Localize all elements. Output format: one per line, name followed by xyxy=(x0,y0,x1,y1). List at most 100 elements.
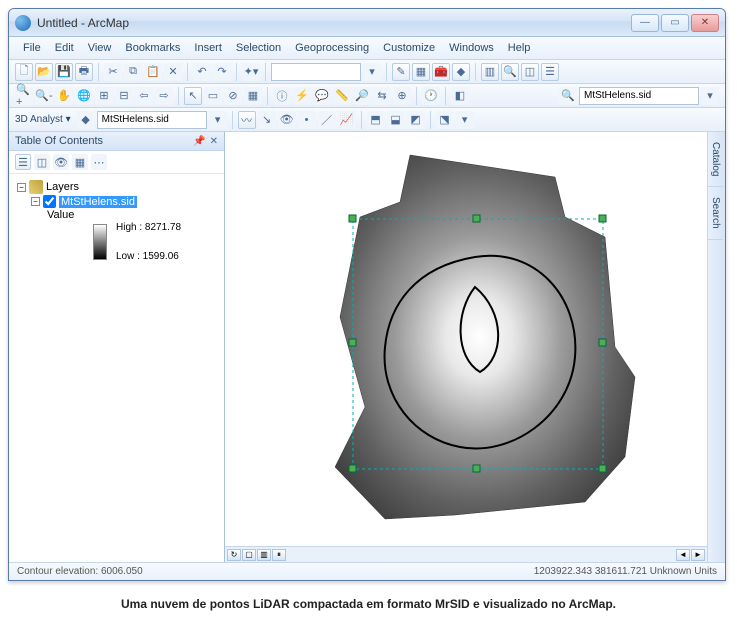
interpolate-point-icon[interactable]: • xyxy=(298,111,316,129)
search-dropdown-icon[interactable]: ▾ xyxy=(701,87,719,105)
editor-toolbar-icon[interactable]: ✎ xyxy=(392,63,410,81)
pause-draw-icon[interactable]: ⏸ xyxy=(272,549,286,561)
menu-help[interactable]: Help xyxy=(502,40,537,56)
tools-toolbar: 🔍+ 🔍- ✋ 🌐 ⊞ ⊟ ⇦ ⇨ ↖ ▭ ⊘ ▦ ⓘ ⚡ 💬 📏 🔎 ⇆ ⊕ … xyxy=(9,84,725,108)
scale-input[interactable] xyxy=(271,63,361,81)
search-tab[interactable]: Search xyxy=(708,187,723,240)
scroll-right-icon[interactable]: ► xyxy=(691,549,705,561)
undo-icon[interactable]: ↶ xyxy=(193,63,211,81)
list-by-selection-icon[interactable]: ▦ xyxy=(72,154,88,170)
catalog-window-icon[interactable]: ▥ xyxy=(481,63,499,81)
menu-view[interactable]: View xyxy=(82,40,118,56)
analyst-layer-input[interactable] xyxy=(97,111,207,129)
back-icon[interactable]: ⇦ xyxy=(135,87,153,105)
window-title: Untitled - ArcMap xyxy=(37,16,631,30)
menu-edit[interactable]: Edit xyxy=(49,40,80,56)
python-icon[interactable]: ◆ xyxy=(452,63,470,81)
zoom-out-icon[interactable]: 🔍- xyxy=(35,87,53,105)
full-extent-icon[interactable]: 🌐 xyxy=(75,87,93,105)
fixed-zoom-out-icon[interactable]: ⊟ xyxy=(115,87,133,105)
results-icon[interactable]: ☰ xyxy=(541,63,559,81)
toc-title: Table Of Contents xyxy=(15,135,103,147)
3d-tool3-icon[interactable]: ◩ xyxy=(407,111,425,129)
3d-tool4-icon[interactable]: ⬔ xyxy=(436,111,454,129)
contour-icon[interactable]: 〰 xyxy=(238,111,256,129)
close-button[interactable]: ✕ xyxy=(691,14,719,32)
html-popup-icon[interactable]: 💬 xyxy=(313,87,331,105)
clear-selection-icon[interactable]: ⊘ xyxy=(224,87,242,105)
toc-options-icon[interactable]: ⋯ xyxy=(91,154,107,170)
table-icon[interactable]: ▦ xyxy=(412,63,430,81)
find-route-icon[interactable]: ⇆ xyxy=(373,87,391,105)
search-input[interactable] xyxy=(579,87,699,105)
measure-icon[interactable]: 📏 xyxy=(333,87,351,105)
map-view[interactable]: Catalog Search ↻ ▢ ▥ ⏸ ◄ ► xyxy=(225,132,725,562)
identify-icon[interactable]: ⓘ xyxy=(273,87,291,105)
toc-close-icon[interactable]: ✕ xyxy=(210,136,218,147)
tree-layers-row[interactable]: − Layers xyxy=(17,180,216,194)
goto-xy-icon[interactable]: ⊕ xyxy=(393,87,411,105)
steepest-path-icon[interactable]: ↘ xyxy=(258,111,276,129)
toolbox-icon[interactable]: 🧰 xyxy=(432,63,450,81)
open-icon[interactable]: 📂 xyxy=(35,63,53,81)
search-icon[interactable]: 🔍 xyxy=(559,87,577,105)
scale-dropdown-icon[interactable]: ▾ xyxy=(363,63,381,81)
cut-icon[interactable]: ✂ xyxy=(104,63,122,81)
toolbar-sep xyxy=(178,87,179,105)
menu-insert[interactable]: Insert xyxy=(188,40,228,56)
layer-dropdown-icon[interactable]: ▾ xyxy=(209,111,227,129)
minimize-button[interactable]: — xyxy=(631,14,659,32)
modelbuilder-icon[interactable]: ◫ xyxy=(521,63,539,81)
pan-icon[interactable]: ✋ xyxy=(55,87,73,105)
menu-customize[interactable]: Customize xyxy=(377,40,441,56)
color-ramp xyxy=(93,224,107,260)
3d-tool1-icon[interactable]: ⬒ xyxy=(367,111,385,129)
list-by-drawing-icon[interactable]: ☰ xyxy=(15,154,31,170)
menu-windows[interactable]: Windows xyxy=(443,40,500,56)
find-icon[interactable]: 🔎 xyxy=(353,87,371,105)
add-data-icon[interactable]: ✦▾ xyxy=(242,63,260,81)
layer-checkbox[interactable] xyxy=(43,195,56,208)
maximize-button[interactable]: ▭ xyxy=(661,14,689,32)
catalog-tab[interactable]: Catalog xyxy=(708,132,723,187)
3d-analyst-label[interactable]: 3D Analyst ▾ xyxy=(15,114,71,125)
3d-tool5-icon[interactable]: ▾ xyxy=(456,111,474,129)
print-icon[interactable]: 🖶 xyxy=(75,63,93,81)
list-by-source-icon[interactable]: ◫ xyxy=(34,154,50,170)
select-by-attr-icon[interactable]: ▦ xyxy=(244,87,262,105)
select-icon[interactable]: ↖ xyxy=(184,87,202,105)
redo-icon[interactable]: ↷ xyxy=(213,63,231,81)
profile-graph-icon[interactable]: 📈 xyxy=(338,111,356,129)
menu-selection[interactable]: Selection xyxy=(230,40,287,56)
pin-icon[interactable]: 📌 xyxy=(193,136,205,147)
menu-bookmarks[interactable]: Bookmarks xyxy=(119,40,186,56)
forward-icon[interactable]: ⇨ xyxy=(155,87,173,105)
create-viewer-icon[interactable]: ◧ xyxy=(451,87,469,105)
interpolate-line-icon[interactable]: ／ xyxy=(318,111,336,129)
fixed-zoom-in-icon[interactable]: ⊞ xyxy=(95,87,113,105)
copy-icon[interactable]: ⧉ xyxy=(124,63,142,81)
delete-icon[interactable]: ✕ xyxy=(164,63,182,81)
select-features-icon[interactable]: ▭ xyxy=(204,87,222,105)
refresh-icon[interactable]: ↻ xyxy=(227,549,241,561)
zoom-in-icon[interactable]: 🔍+ xyxy=(15,87,33,105)
menu-geoprocessing[interactable]: Geoprocessing xyxy=(289,40,375,56)
collapse-icon[interactable]: − xyxy=(31,197,40,206)
data-view-icon[interactable]: ▢ xyxy=(242,549,256,561)
save-icon[interactable]: 💾 xyxy=(55,63,73,81)
line-of-sight-icon[interactable]: 👁 xyxy=(278,111,296,129)
layer-name[interactable]: MtStHelens.sid xyxy=(59,196,137,208)
search-window-icon[interactable]: 🔍 xyxy=(501,63,519,81)
tree-layer-row[interactable]: − MtStHelens.sid xyxy=(17,195,216,208)
layout-view-icon[interactable]: ▥ xyxy=(257,549,271,561)
time-slider-icon[interactable]: 🕐 xyxy=(422,87,440,105)
paste-icon[interactable]: 📋 xyxy=(144,63,162,81)
hyperlink-icon[interactable]: ⚡ xyxy=(293,87,311,105)
collapse-icon[interactable]: − xyxy=(17,183,26,192)
new-icon[interactable]: 🗋 xyxy=(15,63,33,81)
3d-tool2-icon[interactable]: ⬓ xyxy=(387,111,405,129)
map-canvas[interactable] xyxy=(255,142,709,542)
list-by-visibility-icon[interactable]: 👁 xyxy=(53,154,69,170)
menu-file[interactable]: File xyxy=(17,40,47,56)
scroll-left-icon[interactable]: ◄ xyxy=(676,549,690,561)
